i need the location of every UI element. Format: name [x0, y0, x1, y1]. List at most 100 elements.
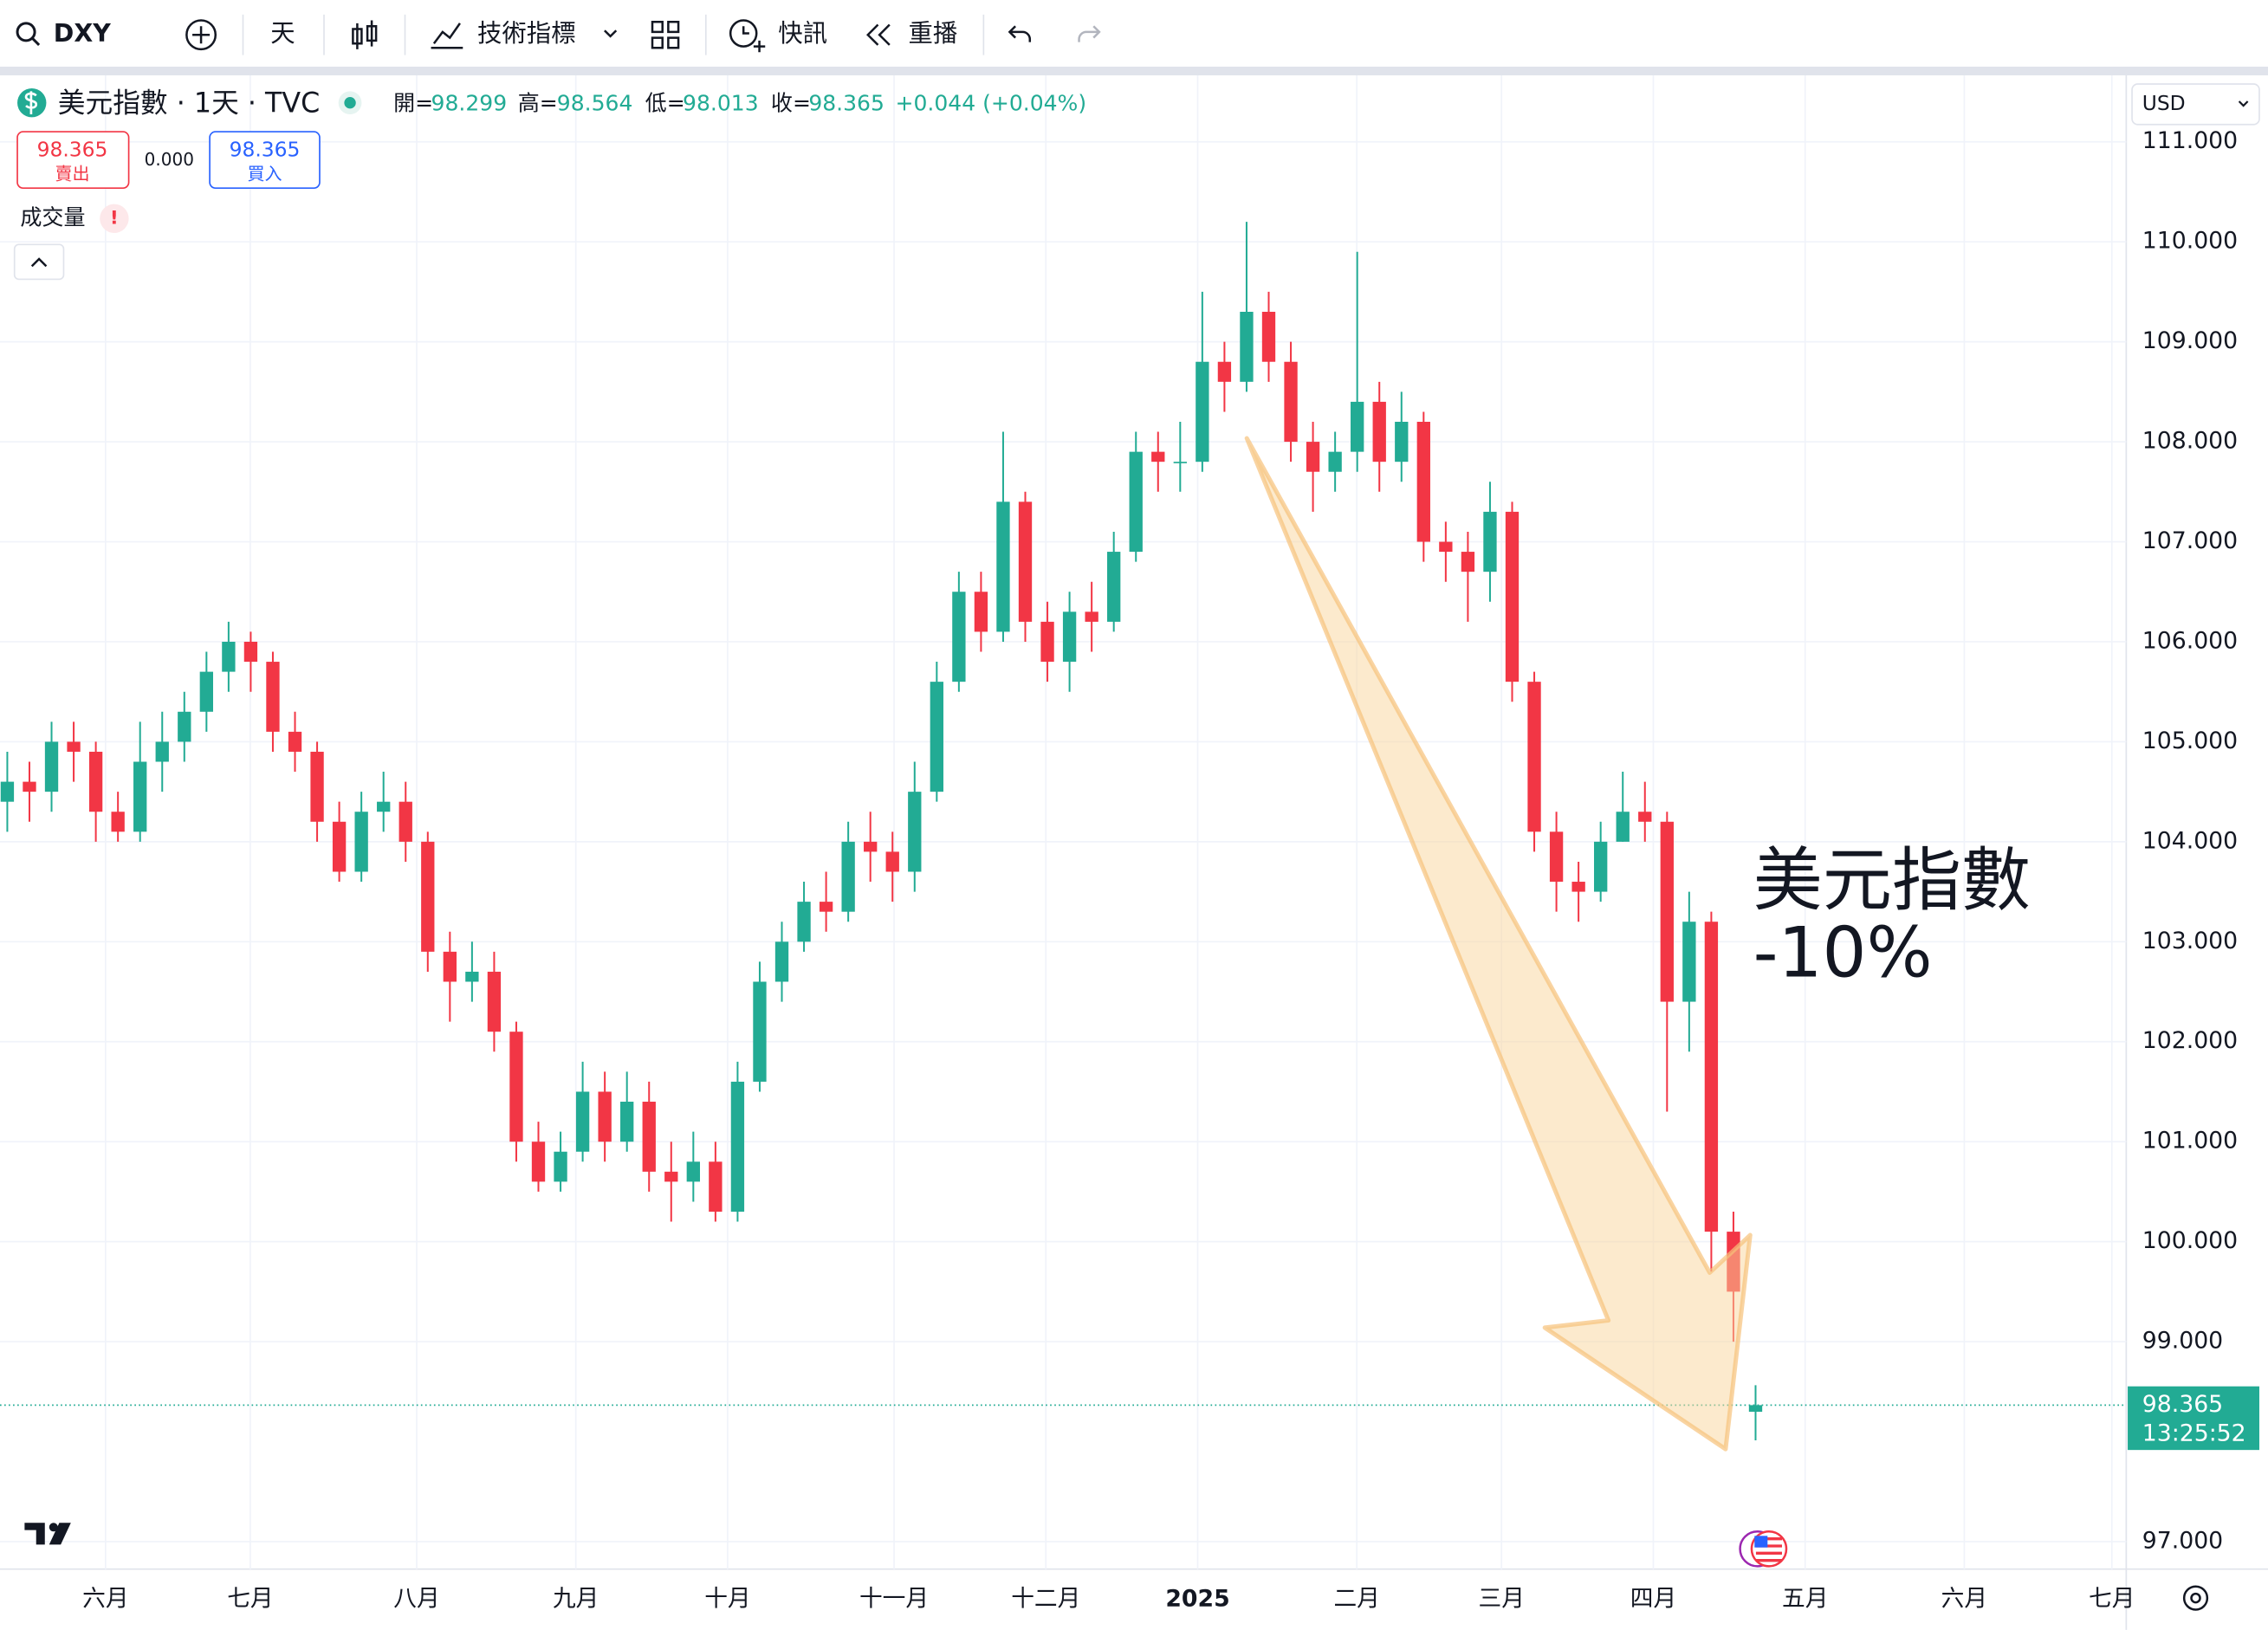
candle-body	[753, 981, 767, 1082]
symbol[interactable]: DXY	[54, 19, 111, 48]
replay-button[interactable]: 重播	[909, 19, 958, 48]
candle-body	[1483, 511, 1497, 572]
layout-icon[interactable]	[651, 20, 680, 49]
candle-body	[930, 682, 943, 792]
legend-value: 98.013	[683, 90, 759, 115]
chart-type-icon[interactable]	[352, 20, 378, 49]
legend-label: 收=	[771, 90, 811, 115]
candle-body	[686, 1161, 700, 1182]
candle-body	[598, 1091, 612, 1142]
y-tick-label: 107.000	[2142, 527, 2238, 554]
trend-arrow[interactable]	[1244, 436, 1753, 1452]
candle-body	[1505, 511, 1520, 682]
buy-button[interactable]	[209, 131, 321, 190]
candle-body	[952, 592, 966, 682]
candle-body	[1616, 812, 1630, 842]
tradingview-logo-dot	[49, 1523, 58, 1532]
candle-body	[377, 801, 391, 812]
candle-body	[310, 751, 324, 822]
candle-body	[996, 501, 1010, 632]
sell-button[interactable]	[16, 131, 130, 190]
annotation-line[interactable]: -10%	[1753, 912, 1933, 993]
candle-body	[1549, 831, 1564, 883]
candle-body	[709, 1161, 723, 1213]
indicators-button[interactable]: 技術指標	[477, 19, 576, 48]
candle-body	[1660, 821, 1674, 1002]
currency[interactable]: USD	[2142, 91, 2186, 115]
candle-body	[642, 1102, 656, 1172]
countdown: 13:25:52	[2142, 1420, 2246, 1446]
undo-icon[interactable]	[1008, 25, 1032, 42]
candle-body	[1085, 611, 1098, 622]
sell-price: 98.365	[37, 137, 108, 161]
candle-body	[664, 1171, 678, 1182]
settings-icon-core	[2190, 1592, 2201, 1604]
candle-body	[111, 812, 125, 832]
market-status-dot	[344, 97, 356, 109]
legend-label: 開=	[393, 90, 433, 115]
y-tick-label: 108.000	[2142, 428, 2238, 455]
legend-value: 98.299	[431, 90, 508, 115]
candle-body	[0, 781, 15, 802]
candle-body	[819, 902, 833, 912]
candle-body	[1395, 421, 1409, 462]
alert-icon[interactable]	[729, 19, 758, 48]
y-tick-label: 105.000	[2142, 728, 2238, 754]
x-tick-label: 六月	[1941, 1585, 1987, 1612]
x-tick-label: 七月	[227, 1585, 273, 1612]
last-price-label	[2128, 1386, 2259, 1451]
redo-icon[interactable]	[1078, 25, 1101, 42]
x-tick-label: 四月	[1630, 1585, 1676, 1612]
candle-body	[1527, 682, 1541, 832]
candle-body	[1196, 361, 1209, 462]
legend: 美元指數 · 1天 · TVC 開= 98.299 高= 98.564 低= 9…	[13, 87, 1087, 281]
y-tick-label: 99.000	[2142, 1328, 2223, 1355]
indicators-icon[interactable]	[431, 23, 463, 49]
x-tick-label: 八月	[393, 1585, 439, 1612]
buy-price: 98.365	[230, 137, 301, 161]
x-tick-label: 五月	[1782, 1585, 1828, 1612]
candle-body	[620, 1102, 634, 1142]
y-tick-label: 111.000	[2142, 127, 2238, 154]
sell-label: 賣出	[55, 164, 89, 184]
volume-label[interactable]: 成交量	[20, 204, 85, 230]
legend-label: 低=	[645, 90, 685, 115]
dropdown-chevron[interactable]	[604, 29, 618, 38]
candle-body	[864, 841, 878, 852]
alerts-button[interactable]: 快訊	[778, 19, 827, 48]
candle-body	[133, 761, 147, 832]
settings-icon[interactable]	[2182, 1585, 2209, 1611]
collapse-button[interactable]	[13, 243, 65, 281]
candle-body	[178, 711, 191, 742]
legend-change: +0.044 (+0.04%)	[896, 90, 1087, 115]
x-tick-label: 十一月	[859, 1585, 929, 1612]
symbol-logo-mark	[24, 91, 38, 115]
replay-icon[interactable]	[866, 23, 891, 46]
legend-label: 高=	[518, 90, 558, 115]
candle-body	[885, 851, 899, 872]
candle-body	[531, 1142, 546, 1182]
annotation-line[interactable]: 美元指數	[1753, 840, 2031, 921]
candle-body	[841, 841, 855, 912]
volume-warning-badge[interactable]	[100, 204, 129, 233]
candle-body	[1261, 312, 1276, 362]
candle-body	[1129, 451, 1143, 553]
candle-body	[1638, 812, 1652, 822]
tradingview-logo[interactable]	[24, 1523, 71, 1545]
axes: 111.000 110.000 109.000 108.000 107.000 106.0…	[82, 127, 2259, 1612]
candle-body	[421, 841, 435, 952]
candle-body	[1439, 541, 1453, 553]
x-tick-label: 六月	[82, 1585, 128, 1612]
candle-body	[1040, 621, 1054, 663]
currency-select[interactable]	[2131, 83, 2260, 126]
add-symbol-icon[interactable]	[185, 19, 217, 51]
candle-body	[1351, 401, 1364, 452]
interval[interactable]: 天	[270, 19, 295, 48]
legend-title[interactable]: 美元指數 · 1天 · TVC	[58, 87, 321, 119]
search-icon[interactable]	[16, 22, 36, 42]
candle-body	[554, 1151, 567, 1182]
candle-body	[354, 812, 368, 872]
candle-body	[1571, 882, 1585, 892]
search-icon-handle	[30, 36, 41, 46]
